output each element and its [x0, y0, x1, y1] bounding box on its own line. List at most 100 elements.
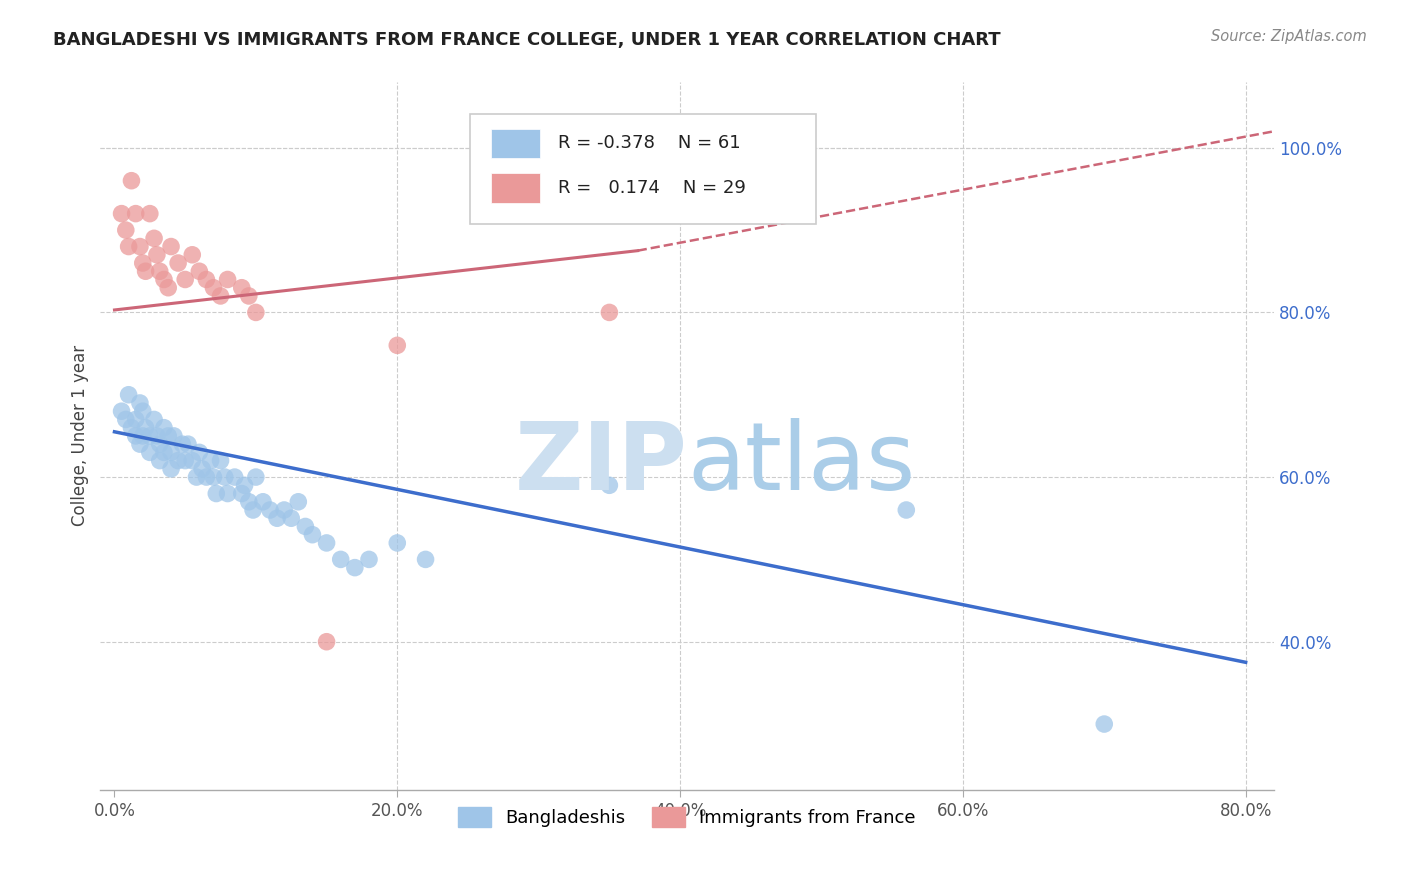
Point: [202, 281, 225, 295]
Point: [1092, 717, 1115, 731]
Point: [157, 429, 180, 443]
Point: [245, 305, 267, 319]
Text: ZIP: ZIP: [515, 418, 688, 510]
Point: [266, 511, 288, 525]
Point: [280, 511, 302, 525]
Point: [233, 478, 256, 492]
Point: [287, 495, 309, 509]
Point: [129, 239, 152, 253]
Point: [135, 264, 157, 278]
Point: [174, 453, 197, 467]
Point: [242, 503, 264, 517]
Point: [188, 445, 211, 459]
Point: [153, 445, 176, 459]
Point: [301, 527, 323, 541]
Point: [120, 174, 142, 188]
Point: [273, 503, 295, 517]
Point: [181, 453, 204, 467]
Point: [160, 445, 183, 459]
Point: [231, 486, 253, 500]
FancyBboxPatch shape: [491, 173, 540, 203]
Point: [245, 470, 267, 484]
Point: [172, 437, 194, 451]
Point: [120, 420, 142, 434]
Point: [129, 396, 152, 410]
Point: [167, 256, 190, 270]
Point: [315, 536, 337, 550]
Point: [387, 536, 409, 550]
Legend: Bangladeshis, Immigrants from France: Bangladeshis, Immigrants from France: [451, 799, 924, 834]
Point: [149, 264, 172, 278]
Point: [157, 281, 180, 295]
Point: [343, 560, 366, 574]
Text: atlas: atlas: [688, 418, 915, 510]
Text: BANGLADESHI VS IMMIGRANTS FROM FRANCE COLLEGE, UNDER 1 YEAR CORRELATION CHART: BANGLADESHI VS IMMIGRANTS FROM FRANCE CO…: [53, 31, 1001, 49]
Point: [114, 223, 136, 237]
Text: Source: ZipAtlas.com: Source: ZipAtlas.com: [1211, 29, 1367, 44]
Point: [205, 486, 228, 500]
Point: [149, 437, 172, 451]
Point: [357, 552, 380, 566]
Point: [315, 634, 337, 648]
Point: [231, 281, 253, 295]
FancyBboxPatch shape: [470, 114, 817, 224]
Point: [132, 256, 155, 270]
Point: [149, 453, 172, 467]
Point: [181, 248, 204, 262]
Point: [129, 437, 152, 451]
Point: [125, 429, 148, 443]
Point: [110, 206, 132, 220]
Point: [125, 206, 148, 220]
Point: [153, 272, 176, 286]
Point: [259, 503, 281, 517]
Point: [163, 429, 186, 443]
Point: [139, 445, 162, 459]
Point: [143, 231, 166, 245]
Point: [209, 453, 232, 467]
Point: [387, 338, 409, 352]
Text: R = -0.378    N = 61: R = -0.378 N = 61: [558, 135, 741, 153]
Point: [598, 305, 620, 319]
Point: [125, 412, 148, 426]
Point: [195, 470, 218, 484]
Point: [217, 486, 239, 500]
Point: [160, 239, 183, 253]
Point: [117, 388, 139, 402]
Point: [191, 462, 214, 476]
Point: [238, 495, 260, 509]
Point: [146, 248, 169, 262]
Text: R =   0.174    N = 29: R = 0.174 N = 29: [558, 179, 747, 197]
Point: [174, 272, 197, 286]
Point: [135, 420, 157, 434]
Point: [177, 437, 200, 451]
Point: [132, 404, 155, 418]
Point: [186, 470, 208, 484]
Point: [139, 429, 162, 443]
Point: [415, 552, 437, 566]
Point: [153, 420, 176, 434]
Point: [143, 412, 166, 426]
FancyBboxPatch shape: [491, 128, 540, 159]
Point: [294, 519, 316, 533]
Point: [139, 206, 162, 220]
Point: [896, 503, 918, 517]
Point: [195, 272, 218, 286]
Point: [110, 404, 132, 418]
Point: [202, 470, 225, 484]
Point: [114, 412, 136, 426]
Point: [132, 429, 155, 443]
Point: [167, 453, 190, 467]
Point: [160, 462, 183, 476]
Point: [188, 264, 211, 278]
Point: [238, 289, 260, 303]
Point: [200, 453, 222, 467]
Point: [117, 239, 139, 253]
Point: [209, 289, 232, 303]
Point: [217, 272, 239, 286]
Y-axis label: College, Under 1 year: College, Under 1 year: [72, 345, 89, 526]
Point: [598, 478, 620, 492]
Point: [214, 470, 236, 484]
Point: [146, 429, 169, 443]
Point: [252, 495, 274, 509]
Point: [224, 470, 246, 484]
